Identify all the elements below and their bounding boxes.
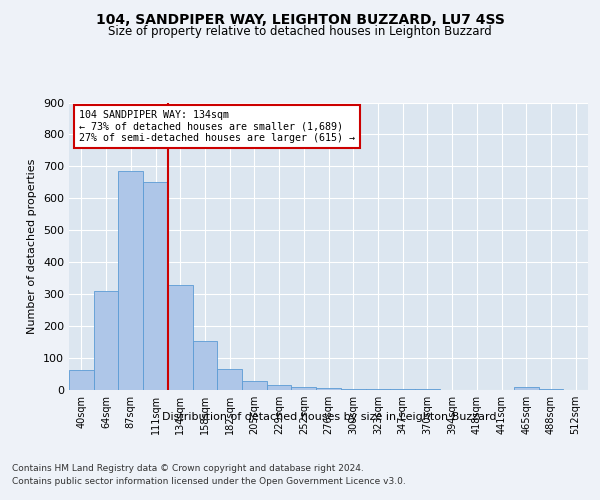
Bar xyxy=(94,291,118,390)
Text: Distribution of detached houses by size in Leighton Buzzard: Distribution of detached houses by size … xyxy=(161,412,496,422)
Y-axis label: Number of detached properties: Number of detached properties xyxy=(28,158,37,334)
Bar xyxy=(316,388,341,390)
Text: 104, SANDPIPER WAY, LEIGHTON BUZZARD, LU7 4SS: 104, SANDPIPER WAY, LEIGHTON BUZZARD, LU… xyxy=(95,12,505,26)
Bar xyxy=(217,369,242,390)
Bar xyxy=(168,285,193,390)
Bar xyxy=(69,370,94,390)
Text: 104 SANDPIPER WAY: 134sqm
← 73% of detached houses are smaller (1,689)
27% of se: 104 SANDPIPER WAY: 134sqm ← 73% of detac… xyxy=(79,110,355,143)
Bar xyxy=(193,342,217,390)
Text: Contains HM Land Registry data © Crown copyright and database right 2024.: Contains HM Land Registry data © Crown c… xyxy=(12,464,364,473)
Text: Size of property relative to detached houses in Leighton Buzzard: Size of property relative to detached ho… xyxy=(108,25,492,38)
Bar xyxy=(292,387,316,390)
Bar xyxy=(143,182,168,390)
Bar xyxy=(341,389,365,390)
Bar xyxy=(514,388,539,390)
Bar xyxy=(242,381,267,390)
Bar xyxy=(267,385,292,390)
Bar xyxy=(118,170,143,390)
Text: Contains public sector information licensed under the Open Government Licence v3: Contains public sector information licen… xyxy=(12,478,406,486)
